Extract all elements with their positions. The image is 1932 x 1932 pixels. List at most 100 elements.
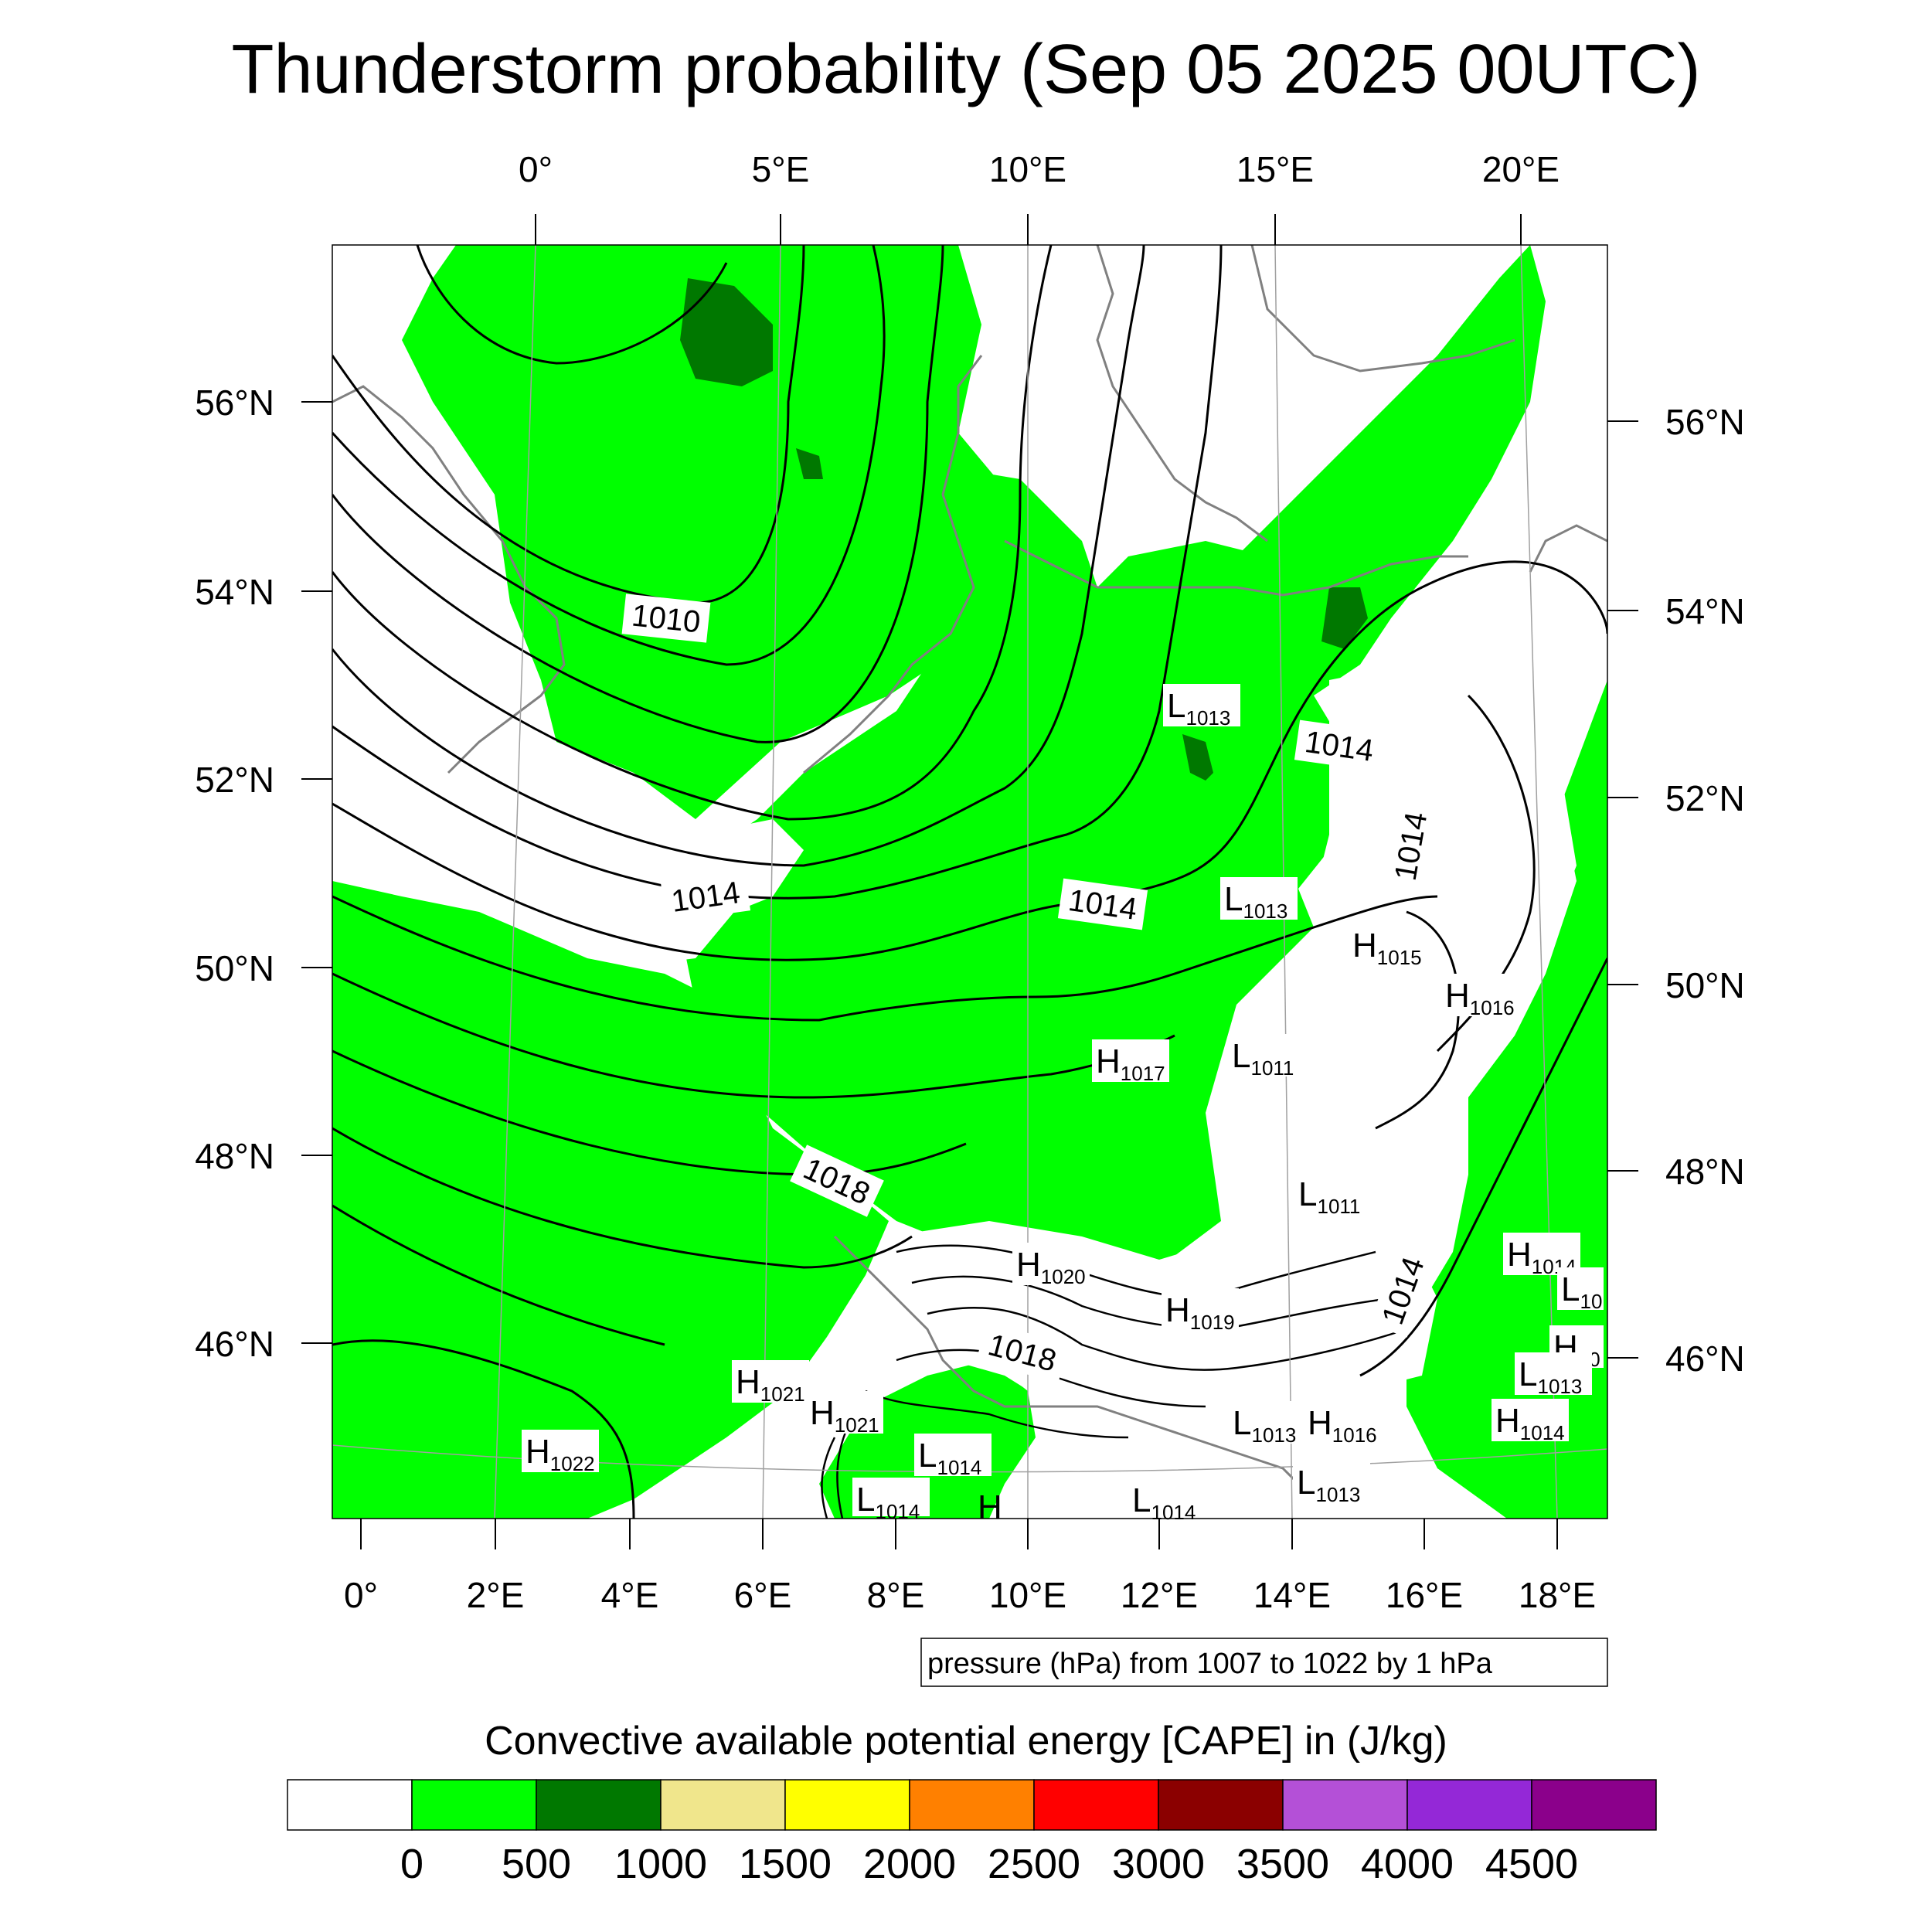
colorbar-box: [1033, 1779, 1159, 1831]
svg-text:L1011: L1011: [1298, 1175, 1360, 1218]
colorbar-box: [1531, 1779, 1657, 1831]
lon-tick-label: 6°E: [734, 1575, 792, 1615]
pressure-center: L1013: [1220, 877, 1298, 923]
svg-text:H: H: [978, 1488, 1002, 1526]
pressure-center: H1019: [1162, 1288, 1239, 1334]
lat-tick-label: 48°N: [1665, 1151, 1745, 1192]
contour-info-box: pressure (hPa) from 1007 to 1022 by 1 hP…: [920, 1638, 1608, 1687]
lat-tick-label: 52°N: [1665, 778, 1745, 818]
isobar-label: 1018: [976, 1321, 1069, 1383]
svg-text:1010: 1010: [630, 598, 702, 639]
right-lat-axis: 56°N 54°N 52°N 50°N 48°N 46°N: [1607, 402, 1745, 1379]
lon-tick-label: 10°E: [989, 1575, 1066, 1615]
pressure-center: L1011: [1228, 1034, 1305, 1080]
isobar-label: 1014: [660, 870, 751, 923]
lat-tick-label: 52°N: [195, 760, 274, 800]
svg-text:L1013: L1013: [1224, 880, 1287, 923]
pressure-center: L1013: [1229, 1401, 1306, 1447]
colorbar-boxes: [287, 1779, 1657, 1831]
pressure-center: L1014: [852, 1478, 930, 1523]
svg-text:L1013: L1013: [1167, 687, 1230, 730]
cape-region-northsea: [402, 245, 1043, 819]
colorbar-label: 2000: [863, 1841, 956, 1887]
svg-text:L1013: L1013: [1297, 1464, 1360, 1506]
colorbar-box: [536, 1779, 662, 1831]
cape-patch-dark-1: [680, 278, 773, 386]
pressure-center: H1017: [1092, 1039, 1169, 1085]
isobar-label: 1010: [621, 594, 711, 643]
svg-text:L1013: L1013: [1233, 1404, 1296, 1447]
pressure-center: H1021: [732, 1360, 809, 1406]
colorbar-label: 3000: [1112, 1841, 1205, 1887]
colorbar-label: 2500: [988, 1841, 1080, 1887]
colorbar-title: Convective available potential energy [C…: [485, 1719, 1447, 1764]
svg-text:H1017: H1017: [1096, 1043, 1165, 1085]
lon-tick-label: 0°: [519, 149, 553, 189]
svg-text:H1016: H1016: [1445, 977, 1515, 1019]
cape-patch-dark-3: [1321, 587, 1368, 649]
svg-text:L1011: L1011: [1232, 1037, 1294, 1080]
map-panel: [332, 244, 1608, 1519]
svg-text:L10: L10: [1561, 1270, 1602, 1313]
lon-tick-label: 14°E: [1253, 1575, 1331, 1615]
lon-tick-label: 16°E: [1386, 1575, 1463, 1615]
lat-tick-label: 48°N: [195, 1136, 274, 1176]
cape-patch-dark-4: [796, 448, 823, 479]
cape-patch-dark-2: [1182, 734, 1213, 781]
top-lon-axis: 0° 5°E 10°E 15°E 20°E: [519, 149, 1560, 245]
colorbar-label: 0: [400, 1841, 423, 1887]
svg-text:L1014: L1014: [856, 1481, 920, 1523]
isobar-label: 1014: [1383, 801, 1438, 892]
lat-tick-label: 54°N: [195, 572, 274, 612]
svg-text:H1022: H1022: [526, 1433, 595, 1475]
pressure-center: L1013: [1163, 684, 1240, 730]
lon-tick-label: 4°E: [601, 1575, 659, 1615]
pressure-center: H1016: [1304, 1401, 1381, 1447]
lat-tick-label: 46°N: [195, 1324, 274, 1364]
pressure-center: H: [978, 1488, 1002, 1526]
isobar-label: 1014: [1057, 878, 1148, 930]
cape-region-central: [680, 464, 1360, 1283]
cape-shading: [332, 245, 1607, 1519]
pressure-center: H1022: [522, 1430, 599, 1475]
svg-text:H1020: H1020: [1016, 1246, 1086, 1288]
colorbar-box: [1282, 1779, 1408, 1831]
lat-tick-label: 56°N: [1665, 402, 1745, 442]
svg-text:H1014: H1014: [1495, 1402, 1565, 1444]
coastlines: [332, 245, 1607, 1501]
lon-tick-label: 18°E: [1519, 1575, 1596, 1615]
colorbar-label: 4500: [1485, 1841, 1578, 1887]
lon-tick-label: 8°E: [867, 1575, 925, 1615]
lat-tick-label: 54°N: [1665, 591, 1745, 631]
lat-tick-label: 50°N: [1665, 965, 1745, 1005]
lon-tick-label: 10°E: [989, 149, 1066, 189]
svg-text:H1021: H1021: [736, 1363, 805, 1406]
pressure-center: L1014: [1128, 1478, 1206, 1524]
pressure-center: L1011: [1294, 1172, 1372, 1218]
colorbar-label: 500: [502, 1841, 571, 1887]
colorbar-label: 3500: [1236, 1841, 1329, 1887]
colorbar-box: [784, 1779, 910, 1831]
lat-tick-label: 56°N: [195, 383, 274, 423]
svg-text:L1014: L1014: [918, 1437, 981, 1479]
pressure-center: H1015: [1349, 923, 1426, 969]
lon-tick-label: 20°E: [1482, 149, 1560, 189]
contour-info-text: pressure (hPa) from 1007 to 1022 by 1 hP…: [927, 1648, 1493, 1680]
colorbar: Convective available potential energy [C…: [287, 1719, 1657, 1887]
isobars: [332, 245, 1607, 1519]
pressure-center: H1020: [1012, 1243, 1090, 1288]
bottom-lon-axis: 0° 2°E 4°E 6°E 8°E 10°E 12°E 14°E 16°E 1…: [344, 1519, 1596, 1615]
figure-title: Thunderstorm probability (Sep 05 2025 00…: [232, 31, 1701, 108]
cape-region-france: [332, 881, 889, 1519]
map-frame: [332, 244, 1608, 1519]
isobar-label: 1014: [1294, 719, 1385, 772]
lon-tick-label: 12°E: [1121, 1575, 1198, 1615]
lon-tick-label: 0°: [344, 1575, 378, 1615]
colorbar-label: 1500: [739, 1841, 832, 1887]
colorbar-labels: 0 500 1000 1500 2000 2500 3000 3500 4000 4500: [400, 1841, 1578, 1887]
pressure-center: L10: [1557, 1267, 1604, 1313]
colorbar-box: [1406, 1779, 1532, 1831]
pressure-center: H1016: [1441, 974, 1519, 1019]
left-lat-axis: 56°N 54°N 52°N 50°N 48°N 46°N: [195, 383, 332, 1364]
